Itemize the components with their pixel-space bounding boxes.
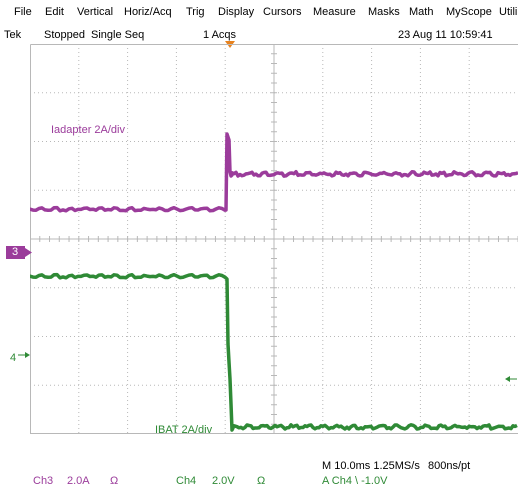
menu-display[interactable]: Display (218, 6, 255, 18)
ch3-coupling: Ω (110, 475, 119, 487)
ch4-waveform (30, 272, 518, 432)
menu-horiz-acq[interactable]: Horiz/Acq (124, 6, 172, 18)
ch4-ground-marker[interactable]: 4 (10, 348, 30, 366)
ch3-waveform-label: Iadapter 2A/div (51, 124, 125, 136)
graticule (30, 44, 518, 434)
trigger-readout[interactable]: A Ch4 \ -1.0V (322, 475, 388, 487)
ch3-scale[interactable]: 2.0A (67, 475, 90, 487)
menu-vertical[interactable]: Vertical (77, 6, 114, 18)
menu-trig[interactable]: Trig (186, 6, 205, 18)
timebase-readout[interactable]: M 10.0ms 1.25MS/s (322, 460, 420, 472)
date-time: 23 Aug 11 10:59:41 (398, 29, 493, 41)
acq-count: 1 Acqs (203, 29, 237, 41)
ch4-marker-icon (18, 352, 30, 358)
menu-myscope[interactable]: MyScope (446, 6, 492, 18)
resolution-readout[interactable]: 800ns/pt (428, 460, 471, 472)
menu-math[interactable]: Math (409, 6, 434, 18)
ch3-name[interactable]: Ch3 (33, 475, 54, 487)
menu-cursors[interactable]: Cursors (263, 6, 302, 18)
ch4-name[interactable]: Ch4 (176, 475, 197, 487)
ch4-scale[interactable]: 2.0V (212, 475, 235, 487)
waveform-display[interactable] (30, 44, 518, 434)
ch4-coupling: Ω (257, 475, 266, 487)
menu-bar: File Edit Vertical Horiz/Acq Trig Displa… (0, 0, 518, 26)
ch3-marker-label: 3 (12, 246, 19, 258)
menu-masks[interactable]: Masks (368, 6, 400, 18)
ch4-waveform-label: IBAT 2A/div (155, 424, 213, 436)
status-bar: Tek Stopped Single Seq 1 Acqs 23 Aug 11 … (0, 27, 518, 43)
ch3-marker-icon (6, 246, 32, 259)
menu-measure[interactable]: Measure (313, 6, 356, 18)
trigger-level-icon[interactable] (505, 375, 517, 383)
ch4-marker-label: 4 (10, 352, 17, 364)
menu-file[interactable]: File (14, 6, 32, 18)
readout-panel: M 10.0ms 1.25MS/s 800ns/pt Ch3 2.0A Ω Ch… (0, 440, 518, 488)
menu-edit[interactable]: Edit (45, 6, 64, 18)
brand-label: Tek (4, 29, 22, 41)
ch3-waveform (30, 132, 518, 213)
run-state: Stopped (44, 29, 85, 41)
menu-utilities[interactable]: Utili (499, 6, 518, 18)
acq-mode: Single Seq (91, 29, 145, 41)
ch3-ground-marker[interactable]: 3 (6, 246, 32, 264)
